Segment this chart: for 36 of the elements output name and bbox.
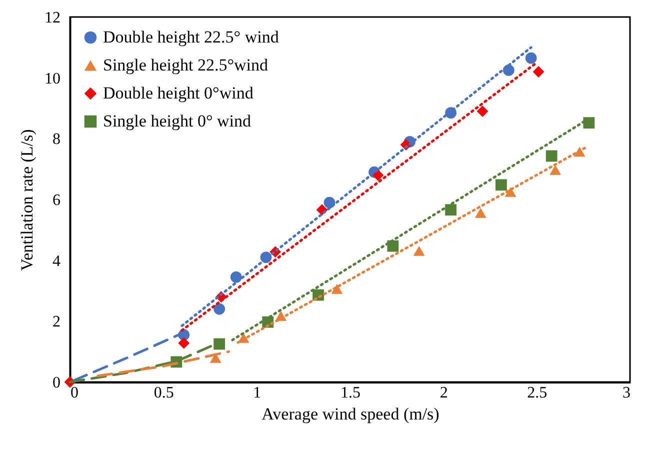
x-tick-label: 0 [70, 384, 78, 402]
point [445, 204, 456, 216]
x-tick-label: 1.5 [340, 384, 360, 402]
x-tick-label: 3 [622, 384, 630, 402]
x-tick-label: 0.5 [154, 384, 174, 402]
point [532, 66, 544, 78]
point [546, 150, 558, 162]
point [413, 246, 425, 256]
x-axis-title: Average wind speed (m/s) [262, 404, 440, 424]
point [583, 117, 595, 129]
point [525, 52, 537, 64]
point [214, 338, 226, 350]
x-tick-label: 1 [253, 384, 262, 402]
point [331, 284, 343, 294]
legend-label: Single height 22.5°wind [103, 56, 268, 74]
y-tick-label: 12 [44, 10, 60, 26]
y-tick-label: 4 [52, 252, 60, 270]
y-tick-label: 10 [44, 70, 60, 88]
point [496, 179, 507, 191]
point [476, 106, 488, 117]
legend-label: Double height 0°wind [103, 84, 254, 102]
y-axis-title: Ventilation rate (L/s) [18, 129, 36, 271]
point [210, 353, 222, 363]
x-tick-label: 2.5 [527, 384, 548, 402]
point [504, 186, 516, 197]
y-tick-label: 6 [52, 192, 60, 209]
y-tick-label: 2 [52, 314, 60, 331]
point [178, 337, 190, 349]
point [550, 165, 562, 175]
legend-label: Double height 22.5° wind [103, 28, 280, 46]
point [474, 208, 486, 218]
y-tick-label: 8 [52, 131, 60, 148]
x-tick-label: 2 [440, 384, 448, 402]
point [372, 169, 384, 181]
legend-label: Single height 0° wind [103, 112, 252, 130]
point [214, 303, 226, 315]
